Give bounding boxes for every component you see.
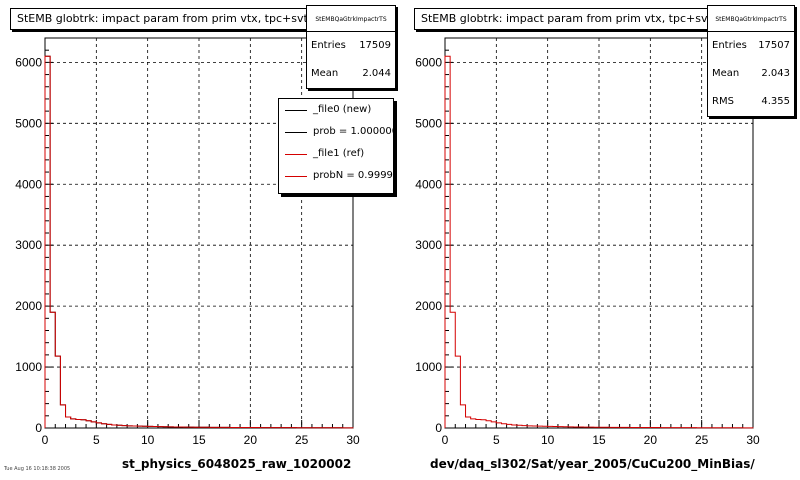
stats-row-rms: RMS 4.355 xyxy=(708,88,794,116)
plot-right: 0 5 10 15 20 25 30 0 1000 2000 3000 4000 5000 6000 xyxy=(415,37,760,447)
legend-label: probN = 0.999969 xyxy=(313,170,393,181)
footer-timestamp: Tue Aug 16 10:18:38 2005 xyxy=(4,466,71,472)
legend-line xyxy=(285,132,307,133)
legend-label: _file0 (new) xyxy=(313,104,372,115)
x-tick-label: 0 xyxy=(442,433,449,447)
stats-value: 2.044 xyxy=(362,68,391,79)
x-tick-label: 10 xyxy=(141,433,155,447)
y-tick-label: 6000 xyxy=(415,55,442,69)
run-label-right: dev/daq_sl302/Sat/year_2005/CuCu200_MinB… xyxy=(430,457,755,471)
legend-line xyxy=(285,176,307,177)
stats-label: Entries xyxy=(311,40,346,51)
x-tick-label: 15 xyxy=(592,433,606,447)
x-tick-label: 30 xyxy=(346,433,360,447)
stats-value: 17507 xyxy=(758,40,790,51)
stats-row-mean: Mean 2.044 xyxy=(307,60,395,88)
y-tick-label: 0 xyxy=(35,421,42,435)
histogram-title-right: StEMB globtrk: impact param from prim vt… xyxy=(414,8,719,30)
stats-label: Mean xyxy=(712,68,740,79)
legend-label: _file1 (ref) xyxy=(313,148,365,159)
histogram-title-left: StEMB globtrk: impact param from prim vt… xyxy=(10,8,315,30)
y-tick-label: 6000 xyxy=(15,55,42,69)
x-tick-label: 20 xyxy=(244,433,258,447)
y-tick-label: 2000 xyxy=(15,299,42,313)
y-tick-label: 2000 xyxy=(415,299,442,313)
stats-value: 17509 xyxy=(359,40,391,51)
x-tick-label: 25 xyxy=(295,433,309,447)
legend-entry-prob: prob = 1.000000 xyxy=(279,121,393,143)
histogram-series--file1-ref- xyxy=(44,55,354,429)
y-tick-label: 0 xyxy=(435,421,442,435)
x-tick-label: 10 xyxy=(541,433,555,447)
y-tick-label: 4000 xyxy=(415,177,442,191)
x-tick-label: 30 xyxy=(746,433,760,447)
stats-name: StEMBQaGtrkImpactrTS xyxy=(307,6,395,32)
x-tick-label: 15 xyxy=(192,433,206,447)
y-tick-label: 3000 xyxy=(415,238,442,252)
legend-entry-ref: _file1 (ref) xyxy=(279,143,393,165)
stats-label: Mean xyxy=(311,68,339,79)
histogram-series-data xyxy=(444,55,754,429)
run-label-left: st_physics_6048025_raw_1020002 xyxy=(122,457,352,471)
stats-row-entries: Entries 17507 xyxy=(708,32,794,60)
stats-row-mean: Mean 2.043 xyxy=(708,60,794,88)
stats-row-entries: Entries 17509 xyxy=(307,32,395,60)
x-tick-label: 5 xyxy=(93,433,100,447)
stats-box-right: StEMBQaGtrkImpactrTS Entries 17507 Mean … xyxy=(707,5,795,117)
x-tick-label: 20 xyxy=(644,433,658,447)
x-tick-label: 0 xyxy=(42,433,49,447)
legend-line xyxy=(285,110,307,111)
y-tick-label: 1000 xyxy=(415,360,442,374)
y-tick-label: 5000 xyxy=(15,116,42,130)
stats-value: 4.355 xyxy=(761,96,790,107)
legend-line xyxy=(285,154,307,155)
x-tick-label: 25 xyxy=(695,433,709,447)
legend-left: _file0 (new) prob = 1.000000 _file1 (ref… xyxy=(278,98,394,194)
legend-label: prob = 1.000000 xyxy=(313,126,394,137)
stats-name: StEMBQaGtrkImpactrTS xyxy=(708,6,794,32)
stats-box-left: StEMBQaGtrkImpactrTS Entries 17509 Mean … xyxy=(306,5,396,89)
legend-entry-probn: probN = 0.999969 xyxy=(279,165,393,187)
x-tick-label: 5 xyxy=(493,433,500,447)
stats-label: RMS xyxy=(712,96,734,107)
y-tick-label: 4000 xyxy=(15,177,42,191)
stats-label: Entries xyxy=(712,40,747,51)
y-tick-label: 3000 xyxy=(15,238,42,252)
y-tick-label: 5000 xyxy=(415,116,442,130)
y-tick-label: 1000 xyxy=(15,360,42,374)
stats-value: 2.043 xyxy=(761,68,790,79)
legend-entry-new: _file0 (new) xyxy=(279,99,393,121)
